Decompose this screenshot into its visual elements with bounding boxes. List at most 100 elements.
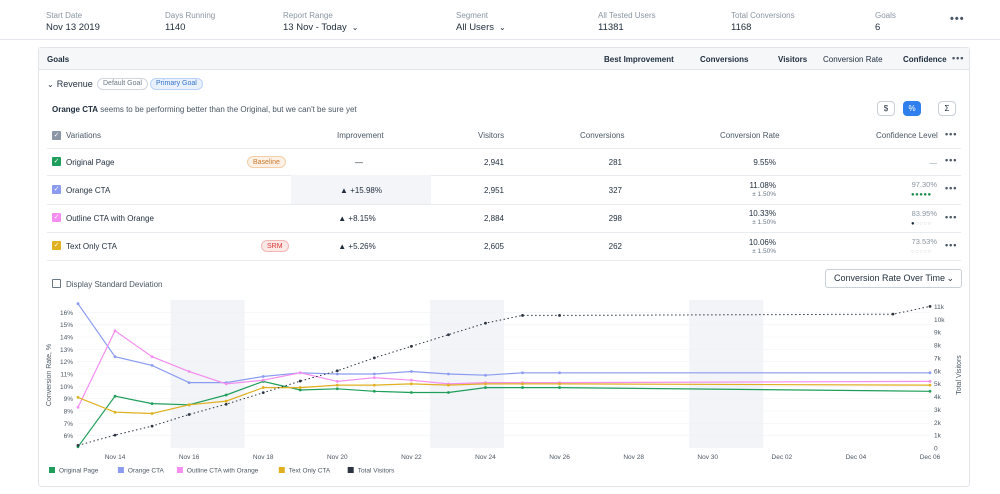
variation-name: Original Page xyxy=(66,158,115,167)
col-confidence-level: Confidence Level xyxy=(876,131,938,140)
goals-panel: Goals Best Improvement Conversions Visit… xyxy=(38,47,970,487)
start-date-value: Nov 13 2019 xyxy=(46,22,100,33)
report-range-value: 13 Nov - Today xyxy=(283,22,347,33)
confidence-dots: ●○○○○ xyxy=(911,221,932,227)
variation-name: Outline CTA with Orange xyxy=(66,214,154,223)
variation-checkbox[interactable]: ✓ xyxy=(52,185,61,194)
chevron-down-icon: ⌄ xyxy=(351,23,359,32)
goal-revenue-toggle[interactable]: ⌄ Revenue xyxy=(47,79,93,89)
report-range-label: Report Range xyxy=(283,11,333,20)
start-date: Start Date Nov 13 2019 xyxy=(46,11,100,34)
variation-name: Text Only CTA xyxy=(66,242,117,251)
confidence-dots: ●●●●● xyxy=(911,192,932,198)
total-conversions: Total Conversions 1168 xyxy=(731,11,795,34)
chart-type-value: Conversion Rate Over Time xyxy=(834,273,946,283)
variation-checkbox[interactable]: ✓ xyxy=(52,213,61,222)
start-date-label: Start Date xyxy=(46,11,83,20)
baseline-badge: Baseline xyxy=(247,156,286,168)
more-options-icon[interactable]: ••• xyxy=(950,13,965,25)
total-conversions-value: 1168 xyxy=(731,22,752,33)
visitors-value: 2,951 xyxy=(483,186,504,195)
visitors-value: 2,941 xyxy=(483,158,504,167)
conversions-value: 327 xyxy=(608,186,622,195)
rate-deviation: ± 1.50% xyxy=(752,219,776,226)
table-more-icon[interactable]: ••• xyxy=(945,129,958,139)
std-dev-label: Display Standard Deviation xyxy=(66,280,163,289)
goals-count: Goals 6 xyxy=(875,11,896,34)
chevron-down-icon: ⌄ xyxy=(499,23,506,32)
rate-value: 11.08% xyxy=(749,181,776,190)
row-more-icon[interactable]: ••• xyxy=(945,240,958,250)
default-goal-tag: Default Goal xyxy=(97,78,148,90)
goals-count-value: 6 xyxy=(875,22,881,33)
sort-visitors[interactable]: Visitors xyxy=(778,55,808,64)
report-range[interactable]: Report Range 13 Nov - Today ⌄ xyxy=(283,11,358,34)
percent-view-button[interactable]: % xyxy=(903,101,921,116)
select-all-checkbox[interactable]: ✓ xyxy=(52,131,61,140)
col-conversion-rate: Conversion Rate xyxy=(720,131,780,140)
conversions-value: 262 xyxy=(608,242,622,251)
goals-count-label: Goals xyxy=(875,11,896,20)
message-variation: Orange CTA xyxy=(52,105,99,114)
segment[interactable]: Segment All Users ⌄ xyxy=(456,11,506,34)
goals-more-icon[interactable]: ••• xyxy=(952,53,965,63)
confidence-value: 83.95% xyxy=(911,209,937,218)
confidence-value: — xyxy=(929,158,938,167)
variation-name: Orange CTA xyxy=(66,186,111,195)
rate-value: 10.06% xyxy=(748,238,776,247)
sum-view-button[interactable]: Σ xyxy=(938,101,956,116)
confidence-dots: ○○○○○ xyxy=(911,249,932,255)
variation-checkbox[interactable]: ✓ xyxy=(52,241,61,250)
row-divider xyxy=(47,204,961,205)
visitors-value: 2,605 xyxy=(483,242,504,251)
row-divider xyxy=(47,260,961,261)
conversions-value: 281 xyxy=(608,158,622,167)
confidence-value: 73.53% xyxy=(911,237,937,246)
currency-view-button[interactable]: $ xyxy=(877,101,895,116)
srm-badge: SRM xyxy=(261,240,289,252)
chevron-down-icon: ⌄ xyxy=(946,273,954,283)
variation-checkbox[interactable]: ✓ xyxy=(52,157,61,166)
improvement-value: ▲ +5.26% xyxy=(338,242,376,251)
chevron-down-icon: ⌄ xyxy=(47,80,54,89)
total-conversions-label: Total Conversions xyxy=(731,11,795,20)
row-divider xyxy=(47,232,961,233)
col-conversions: Conversions xyxy=(580,131,625,140)
all-tested-users-label: All Tested Users xyxy=(598,11,656,20)
confidence-value: 97.30% xyxy=(911,180,937,189)
col-variations: Variations xyxy=(66,131,101,140)
improvement-value: — xyxy=(355,158,363,167)
summary-bar: Start Date Nov 13 2019 Days Running 1140… xyxy=(0,0,1000,40)
best-improvement-highlight xyxy=(291,175,431,204)
all-tested-users-value: 11381 xyxy=(598,22,624,33)
result-message: Orange CTA seems to be performing better… xyxy=(52,105,357,114)
display-std-dev-toggle[interactable]: Display Standard Deviation xyxy=(52,279,163,289)
row-divider xyxy=(47,175,961,176)
segment-select[interactable]: All Users ⌄ xyxy=(456,21,506,34)
rate-value: 9.55% xyxy=(753,158,776,167)
days-running: Days Running 1140 xyxy=(165,11,215,34)
segment-label: Segment xyxy=(456,11,489,20)
sort-best-improvement[interactable]: Best Improvement xyxy=(604,55,674,64)
row-more-icon[interactable]: ••• xyxy=(945,155,958,165)
chart-type-select[interactable]: Conversion Rate Over Time ⌄ xyxy=(825,269,962,288)
col-visitors: Visitors xyxy=(478,131,505,140)
conversions-value: 298 xyxy=(608,214,622,223)
report-range-select[interactable]: 13 Nov - Today ⌄ xyxy=(283,21,358,34)
std-dev-checkbox[interactable] xyxy=(52,279,61,288)
col-improvement: Improvement xyxy=(337,131,384,140)
goals-header: Goals Best Improvement Conversions Visit… xyxy=(39,48,969,70)
sort-conversions[interactable]: Conversions xyxy=(700,55,749,64)
goals-title: Goals xyxy=(47,55,70,64)
sort-confidence[interactable]: Confidence xyxy=(903,55,947,64)
message-text: seems to be performing better than the O… xyxy=(98,105,357,114)
sigma-icon: Σ xyxy=(944,104,950,113)
improvement-value: ▲ +15.98% xyxy=(340,186,382,195)
row-divider xyxy=(47,148,961,149)
row-more-icon[interactable]: ••• xyxy=(945,183,958,193)
sort-conversion-rate[interactable]: Conversion Rate xyxy=(823,55,883,64)
visitors-value: 2,884 xyxy=(483,214,504,223)
segment-value: All Users xyxy=(456,22,495,33)
percent-icon: % xyxy=(908,104,916,113)
row-more-icon[interactable]: ••• xyxy=(945,212,958,222)
